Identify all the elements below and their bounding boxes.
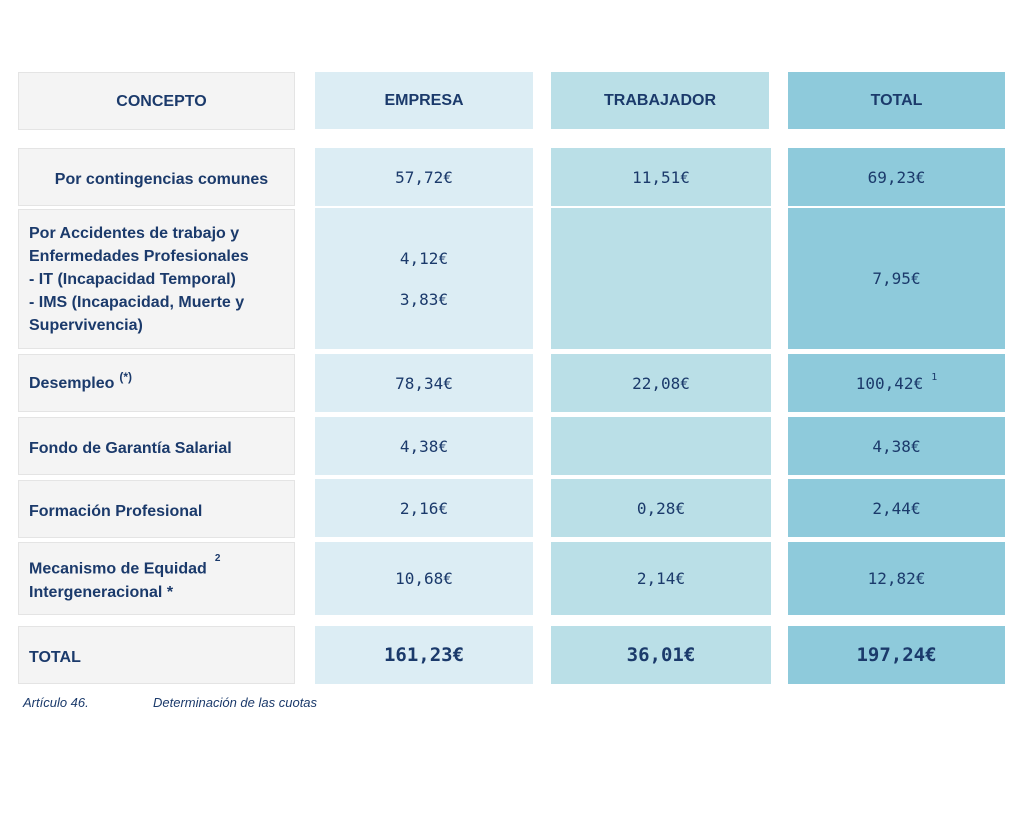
concepto-line: Intergeneracional * — [29, 583, 174, 601]
empresa-ims: 3,83€ — [399, 289, 449, 309]
row-total: 69,23€ — [788, 148, 1005, 206]
total-empresa: 161,23€ — [315, 626, 533, 684]
header-concepto: CONCEPTO — [18, 72, 295, 130]
row-concepto: Fondo de Garantía Salarial — [18, 417, 295, 475]
row-concepto: Por Accidentes de trabajo y Enfermedades… — [18, 209, 295, 349]
caption-article: Artículo 46. — [23, 695, 89, 710]
row-concepto: Por contingencias comunes — [18, 148, 295, 206]
row-trabajador: 2,14€ — [551, 542, 771, 615]
row-trabajador — [551, 417, 771, 475]
row-empresa: 4,38€ — [315, 417, 533, 475]
row-total: 7,95€ — [788, 208, 1005, 349]
concepto-line: Mecanismo de Equidad2 — [29, 553, 221, 578]
row-concepto: Mecanismo de Equidad2 Intergeneracional … — [18, 542, 295, 615]
concepto-line: - IT (Incapacidad Temporal) — [29, 270, 236, 288]
row-concepto: Desempleo (*) — [18, 354, 295, 412]
footnote-marker: 2 — [214, 553, 221, 565]
concepto-line: Enfermedades Profesionales — [29, 247, 249, 265]
row-empresa: 78,34€ — [315, 354, 533, 412]
header-empresa: EMPRESA — [315, 72, 533, 129]
header-total: TOTAL — [788, 72, 1005, 129]
row-total: 100,42€ 1 — [788, 354, 1005, 412]
footnote-marker: 1 — [931, 371, 938, 383]
total-value: 100,42€ — [855, 373, 924, 393]
row-trabajador: 22,08€ — [551, 354, 771, 412]
row-trabajador — [551, 208, 771, 349]
row-trabajador: 0,28€ — [551, 479, 771, 537]
caption-title: Determinación de las cuotas — [153, 695, 318, 710]
row-empresa: 2,16€ — [315, 479, 533, 537]
empresa-it: 4,12€ — [399, 248, 449, 268]
row-empresa: 10,68€ — [315, 542, 533, 615]
row-empresa: 57,72€ — [315, 148, 533, 206]
row-empresa: 4,12€ 3,83€ — [315, 208, 533, 349]
total-label: TOTAL — [18, 626, 295, 684]
total-trabajador: 36,01€ — [551, 626, 771, 684]
total-total: 197,24€ — [788, 626, 1005, 684]
header-trabajador: TRABAJADOR — [551, 72, 769, 129]
footnote-marker: (*) — [119, 369, 133, 384]
row-total: 2,44€ — [788, 479, 1005, 537]
row-trabajador: 11,51€ — [551, 148, 771, 206]
row-total: 12,82€ — [788, 542, 1005, 615]
concepto-line: - IMS (Incapacidad, Muerte y — [29, 293, 245, 311]
concepto-line: Supervivencia) — [29, 316, 143, 334]
row-total: 4,38€ — [788, 417, 1005, 475]
concepto-label: Desempleo — [29, 374, 115, 392]
concepto-line: Por Accidentes de trabajo y — [29, 224, 240, 242]
row-concepto: Formación Profesional — [18, 480, 295, 538]
